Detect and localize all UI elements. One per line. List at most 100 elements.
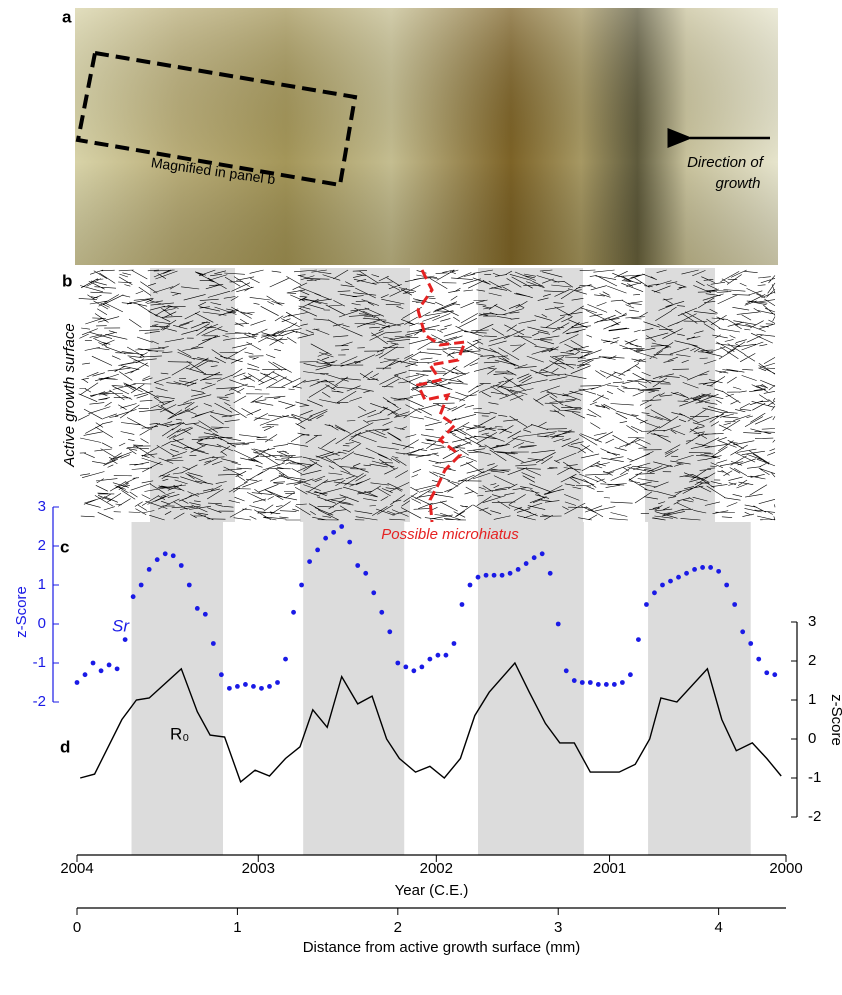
sr-point — [299, 582, 304, 588]
sr-point — [732, 602, 738, 607]
sr-point — [595, 682, 601, 687]
sr-point — [660, 582, 665, 588]
texture-strokes — [77, 269, 776, 521]
panel-label: b — [62, 271, 72, 290]
panel-label: a — [62, 7, 72, 26]
sr-point — [267, 684, 272, 689]
sr-point — [724, 582, 730, 588]
sr-point — [531, 555, 537, 561]
year-tick-label: 2004 — [60, 860, 93, 877]
arrow-label: Direction of — [687, 154, 765, 171]
sr-point — [130, 594, 136, 600]
sr-point — [371, 590, 377, 596]
sr-point — [628, 672, 633, 678]
sr-point — [339, 524, 345, 529]
side-label: Active growth surface — [61, 323, 78, 467]
sr-point — [106, 662, 112, 668]
sr-point — [122, 637, 128, 642]
sr-point — [644, 602, 649, 607]
sr-point — [475, 574, 481, 580]
photo-shade — [75, 8, 778, 265]
series-line — [80, 661, 782, 784]
sr-point — [603, 682, 609, 687]
sr-point — [435, 652, 441, 658]
sr-point — [716, 568, 722, 574]
sr-point — [555, 621, 561, 627]
sr-point — [539, 551, 545, 557]
sr-point — [90, 660, 96, 666]
sr-point — [523, 561, 529, 566]
plot — [52, 506, 798, 915]
sr-point — [243, 682, 248, 687]
sr-point — [684, 570, 689, 576]
season-band — [478, 522, 584, 855]
x-axis-label: Distance from active growth surface (mm) — [303, 939, 581, 956]
sr-point — [587, 680, 593, 685]
y2-tick-label: -1 — [808, 769, 821, 786]
y-tick-label: 1 — [38, 576, 46, 593]
sr-point — [146, 567, 152, 572]
y-tick-label: -1 — [33, 654, 46, 671]
year-tick-label: 2003 — [242, 860, 275, 877]
sr-point — [636, 637, 641, 642]
sr-point — [178, 563, 184, 568]
sr-point — [331, 529, 337, 535]
season-band — [303, 522, 405, 855]
sr-point — [162, 551, 168, 557]
sr-point — [459, 602, 465, 607]
sr-point — [692, 567, 697, 572]
sr-point — [764, 670, 770, 676]
sr-point — [259, 685, 264, 691]
sr-point — [491, 572, 497, 578]
x-tick-label: 4 — [714, 919, 722, 936]
sr-point — [154, 557, 160, 563]
x-tick-label: 2 — [394, 919, 402, 936]
sr-point — [507, 570, 513, 576]
y-tick-label: 0 — [38, 615, 46, 632]
y2-axis-label: z-Score — [828, 694, 842, 746]
sr-point — [170, 553, 176, 559]
season-band — [131, 522, 223, 855]
sr-point — [619, 680, 625, 685]
sr-point — [202, 611, 208, 617]
panel-label: c — [60, 537, 69, 556]
sr-point — [355, 563, 361, 568]
sr-point — [427, 656, 433, 662]
sr-point — [676, 574, 681, 580]
microhiatus-label: Possible microhiatus — [381, 526, 519, 543]
sr-point — [275, 680, 280, 685]
sr-point — [467, 582, 473, 588]
year-tick-label: 2002 — [420, 860, 453, 877]
sr-point — [451, 641, 457, 646]
sr-point — [411, 668, 417, 674]
sr-point — [283, 656, 288, 662]
sr-point — [515, 567, 521, 572]
sr-point — [363, 570, 369, 576]
sr-point — [708, 565, 714, 570]
sr-point — [347, 539, 353, 545]
series-label: R₀ — [170, 724, 189, 743]
sr-point — [226, 685, 232, 691]
year-tick-label: 2000 — [769, 860, 802, 877]
sr-point — [307, 559, 312, 564]
sr-point — [395, 660, 401, 666]
sr-point — [419, 664, 425, 670]
sr-point — [323, 535, 329, 541]
season-band — [648, 522, 751, 855]
sr-point — [668, 578, 673, 584]
sr-point — [403, 664, 409, 670]
series-label: Sr — [112, 616, 130, 635]
sr-point — [700, 565, 705, 570]
y-axis-label: z-Score — [13, 586, 30, 638]
sr-point — [483, 572, 489, 578]
sr-point — [82, 672, 88, 678]
sr-point — [251, 684, 256, 689]
sr-point — [740, 629, 746, 635]
sr-point — [579, 680, 585, 685]
sr-point — [379, 609, 385, 615]
y2-tick-label: 0 — [808, 730, 816, 747]
sr-point — [756, 656, 762, 662]
sr-point — [571, 678, 577, 683]
year-axis-label: Year (C.E.) — [395, 882, 469, 899]
